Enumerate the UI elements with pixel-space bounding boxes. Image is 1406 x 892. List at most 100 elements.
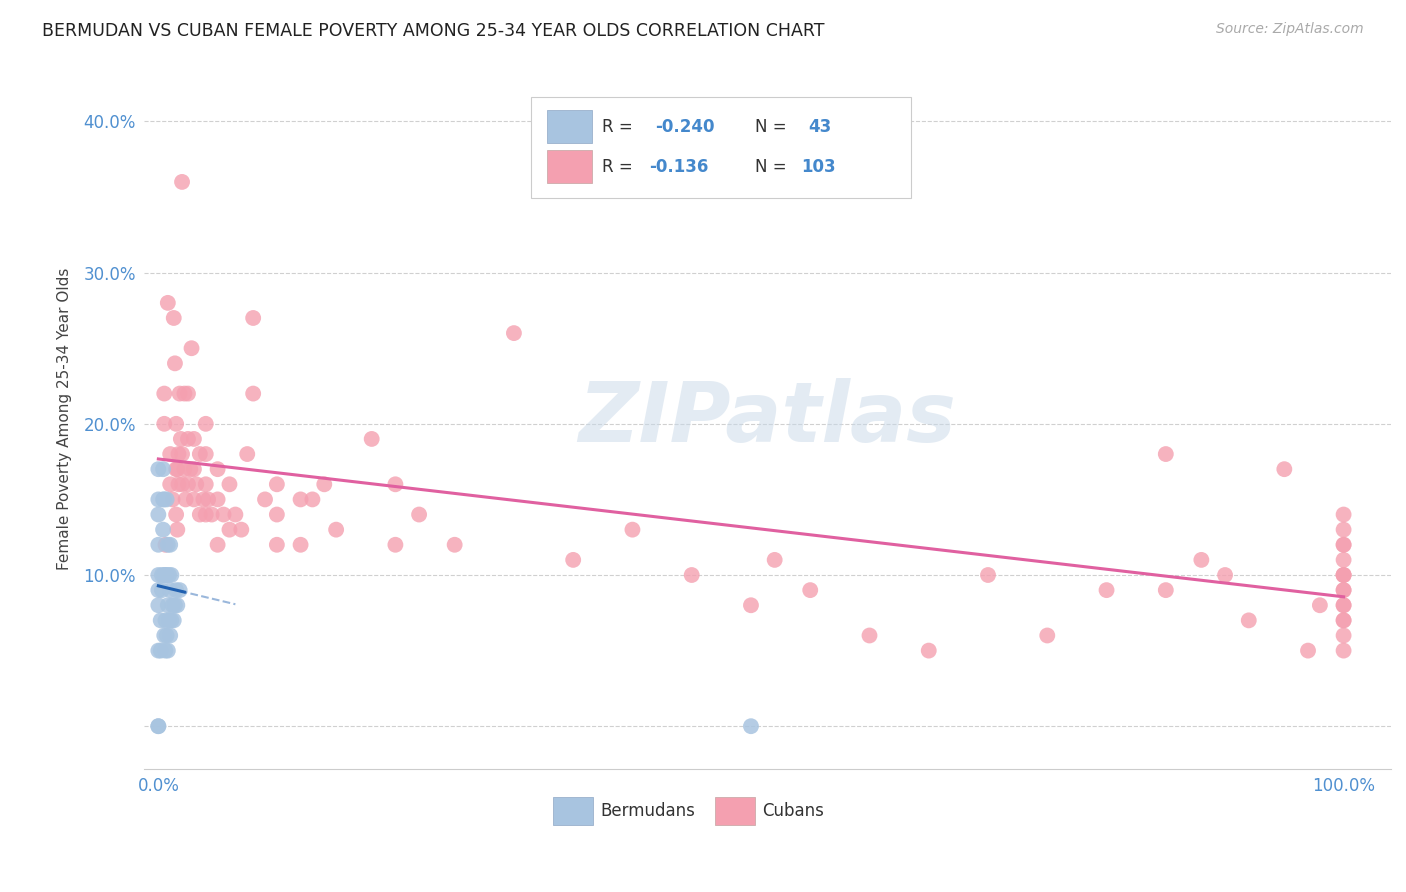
Point <box>740 599 762 613</box>
Point <box>443 538 465 552</box>
Point <box>160 613 183 627</box>
Point <box>1154 583 1177 598</box>
Point <box>155 538 177 552</box>
Point <box>207 538 229 552</box>
FancyBboxPatch shape <box>716 797 755 824</box>
Text: -0.240: -0.240 <box>655 118 714 136</box>
Point <box>157 613 180 627</box>
Point <box>174 492 197 507</box>
Point <box>740 719 762 733</box>
Point <box>1333 628 1355 642</box>
Point <box>266 538 288 552</box>
Point <box>166 462 188 476</box>
Point <box>148 583 170 598</box>
Point <box>148 462 170 476</box>
Point <box>301 492 323 507</box>
Text: Cubans: Cubans <box>762 802 824 820</box>
Point <box>207 462 229 476</box>
Text: ZIPatlas: ZIPatlas <box>579 378 956 459</box>
Point <box>1333 613 1355 627</box>
Point <box>918 643 941 657</box>
Point <box>155 643 177 657</box>
Point <box>188 508 211 522</box>
Text: R =: R = <box>602 158 638 176</box>
Point <box>156 492 179 507</box>
Point <box>149 643 172 657</box>
Text: Bermudans: Bermudans <box>600 802 696 820</box>
Point <box>156 599 179 613</box>
Point <box>165 417 187 431</box>
Point <box>156 568 179 582</box>
Point <box>194 508 217 522</box>
Point <box>1333 599 1355 613</box>
Point <box>201 508 224 522</box>
Point <box>197 492 219 507</box>
Point <box>1309 599 1331 613</box>
Point <box>173 386 195 401</box>
Point <box>169 386 191 401</box>
Point <box>384 538 406 552</box>
Point <box>153 628 176 642</box>
Point <box>163 310 186 325</box>
Point <box>186 477 208 491</box>
Point <box>763 553 786 567</box>
Point <box>183 432 205 446</box>
Point <box>153 492 176 507</box>
Point <box>159 477 181 491</box>
Point <box>1237 613 1260 627</box>
Point <box>156 296 179 310</box>
Point <box>148 508 170 522</box>
Point <box>231 523 253 537</box>
Point <box>236 447 259 461</box>
Point <box>266 508 288 522</box>
Point <box>170 175 193 189</box>
Point <box>1213 568 1236 582</box>
Point <box>156 538 179 552</box>
Point <box>194 477 217 491</box>
Point <box>1333 583 1355 598</box>
Point <box>173 462 195 476</box>
Point <box>153 386 176 401</box>
Point <box>153 568 176 582</box>
Point <box>314 477 336 491</box>
Point <box>1333 643 1355 657</box>
Text: 103: 103 <box>801 158 835 176</box>
Point <box>180 341 202 355</box>
Point <box>1296 643 1319 657</box>
Point <box>799 583 821 598</box>
Point <box>194 417 217 431</box>
Point <box>1333 538 1355 552</box>
Point <box>290 492 312 507</box>
Point <box>170 447 193 461</box>
Point <box>1333 523 1355 537</box>
Point <box>167 447 190 461</box>
Point <box>621 523 644 537</box>
Point <box>163 613 186 627</box>
Point <box>165 462 187 476</box>
Point <box>153 417 176 431</box>
Point <box>177 432 200 446</box>
Point <box>1189 553 1212 567</box>
Point <box>384 477 406 491</box>
Point <box>148 643 170 657</box>
Point <box>148 568 170 582</box>
Point <box>1154 447 1177 461</box>
Point <box>155 613 177 627</box>
Text: 43: 43 <box>808 118 832 136</box>
Point <box>179 462 201 476</box>
Point <box>1333 568 1355 582</box>
Point <box>159 538 181 552</box>
Point <box>1333 568 1355 582</box>
Point <box>170 432 193 446</box>
Point <box>1333 613 1355 627</box>
Point <box>207 492 229 507</box>
Point <box>1333 599 1355 613</box>
Point <box>177 386 200 401</box>
Point <box>157 568 180 582</box>
Point <box>253 492 276 507</box>
Point <box>1333 553 1355 567</box>
Point <box>218 523 240 537</box>
Point <box>166 523 188 537</box>
Point <box>325 523 347 537</box>
Point <box>858 628 880 642</box>
